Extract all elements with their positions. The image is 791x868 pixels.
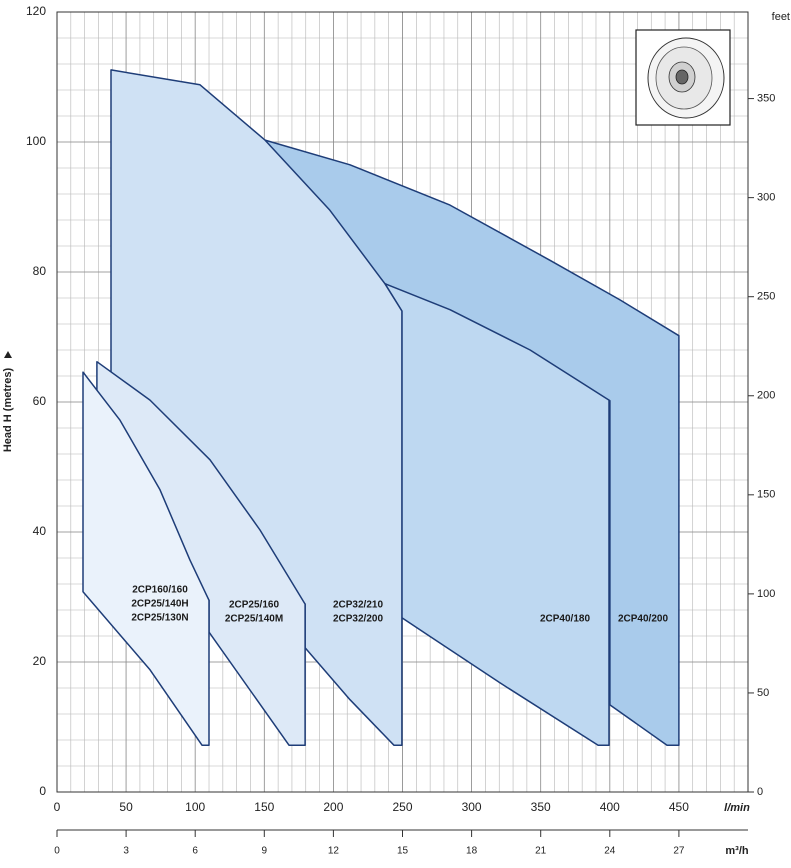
region-label: 2CP40/180 — [540, 614, 590, 625]
regions — [82, 69, 680, 746]
pump-image — [635, 29, 731, 126]
y2-tick-label: 200 — [757, 390, 775, 402]
region-label: 2CP25/160 — [229, 600, 279, 611]
x2-axis-title: m³/h — [725, 845, 749, 857]
region-labels: 2CP40/200 2CP40/180 2CP32/210 2CP32/200 2CP2… — [131, 585, 668, 625]
y-axis-title: Head H (metres) — [2, 367, 14, 452]
y2-tick-label: 0 — [757, 786, 763, 798]
y-tick-label: 20 — [33, 654, 47, 668]
region-label: 2CP40/200 — [618, 614, 668, 625]
x2-tick-label: 18 — [466, 846, 478, 857]
x-tick-label: 350 — [531, 800, 551, 814]
x-tick-label: 300 — [462, 800, 482, 814]
y2-tick-label: 100 — [757, 588, 775, 600]
y-tick-label: 0 — [39, 784, 46, 798]
x2-tick-label: 12 — [328, 846, 340, 857]
x2-tick-label: 3 — [123, 846, 129, 857]
x2-tick-label: 15 — [397, 846, 409, 857]
y-tick-label: 80 — [33, 264, 47, 278]
region-label: 2CP32/210 — [333, 600, 383, 611]
x2-tick-label: 6 — [192, 846, 198, 857]
impeller-shaft — [675, 69, 689, 85]
y-tick-label: 60 — [33, 394, 47, 408]
x-tick-label: 400 — [600, 800, 620, 814]
region-label: 2CP25/140M — [225, 614, 283, 625]
x2-tick-label: 27 — [673, 846, 685, 857]
x-axis-title: l/min — [724, 802, 750, 814]
region-label: 2CP160/160 — [132, 585, 188, 596]
region-label: 2CP25/140H — [131, 599, 188, 610]
y-tick-label: 40 — [33, 524, 47, 538]
plot-frame — [56, 11, 749, 793]
x2-tick-label: 9 — [262, 846, 268, 857]
y-axis-arrow — [4, 351, 12, 358]
x-tick-label: 200 — [323, 800, 343, 814]
y-tick-label: 120 — [26, 4, 46, 18]
y2-tick-label: 350 — [757, 92, 775, 104]
x2-tick-label: 0 — [54, 846, 60, 857]
x-tick-label: 50 — [119, 800, 133, 814]
region-label: 2CP25/130N — [131, 613, 188, 624]
x-tick-label: 450 — [669, 800, 689, 814]
x2-tick-label: 24 — [604, 846, 616, 857]
region-label: 2CP32/200 — [333, 614, 383, 625]
y-tick-label: 100 — [26, 134, 46, 148]
y2-tick-label: 50 — [757, 687, 769, 699]
x2-tick-label: 21 — [535, 846, 547, 857]
pump-region — [82, 371, 210, 746]
y-axis-title-group: Head H (metres) — [2, 351, 14, 452]
x-tick-label: 150 — [254, 800, 274, 814]
y2-tick-label: 150 — [757, 489, 775, 501]
x-tick-label: 0 — [54, 800, 61, 814]
x-tick-label: 100 — [185, 800, 205, 814]
y2-tick-label: 300 — [757, 192, 775, 204]
y2-tick-label: 250 — [757, 291, 775, 303]
y2-axis-title: feet — [772, 11, 790, 23]
x-tick-label: 250 — [392, 800, 412, 814]
